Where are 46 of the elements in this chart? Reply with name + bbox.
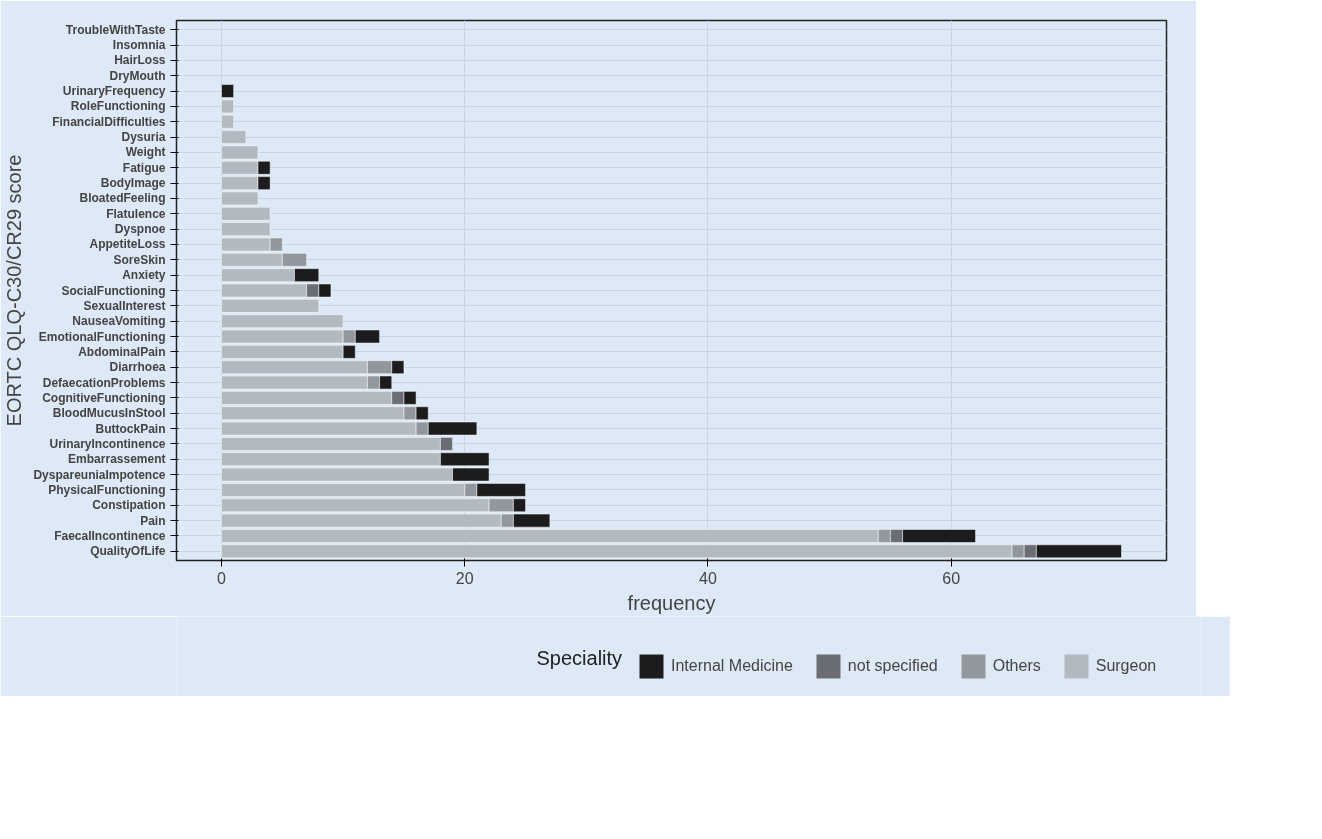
y-tick-label: BloodMucusInStool <box>52 406 166 421</box>
y-tick-label: DyspareuniaImpotence <box>33 467 166 482</box>
x-tick-label: 0 <box>217 569 227 587</box>
legend-label: Others <box>992 657 1041 675</box>
x-tick-label: 20 <box>455 569 474 587</box>
y-tick-label: Insomnia <box>112 38 166 53</box>
y-tick-label: AbdominalPain <box>78 344 166 359</box>
x-tick-label: 40 <box>699 569 717 587</box>
y-tick-label: TroubleWithTaste <box>65 22 166 37</box>
y-tick-label: Pain <box>140 513 166 528</box>
y-tick-label: HairLoss <box>114 53 166 68</box>
x-tick-label: 60 <box>942 569 961 587</box>
legend-title: Speciality <box>536 646 623 669</box>
y-tick-label: BodyImage <box>100 176 166 191</box>
y-tick-label: FinancialDifficulties <box>52 114 166 129</box>
y-tick-label: CognitiveFunctioning <box>42 390 166 405</box>
y-tick-label: Constipation <box>92 498 166 513</box>
y-tick-label: Diarrhoea <box>109 360 166 375</box>
x-axis-title: frequency <box>627 591 716 614</box>
y-tick-label: BloatedFeeling <box>79 191 166 206</box>
y-tick-label: SexualInterest <box>83 298 166 313</box>
y-tick-label: UrinaryFrequency <box>62 84 166 99</box>
y-tick-label: EmotionalFunctioning <box>38 329 166 344</box>
y-tick-label: NauseaVomiting <box>72 314 166 329</box>
y-tick-label: Weight <box>125 145 166 160</box>
y-tick-label: DryMouth <box>109 68 166 83</box>
y-tick-label: QualityOfLife <box>90 544 166 559</box>
y-tick-label: AppetiteLoss <box>89 237 166 252</box>
y-tick-label: Flatulence <box>106 206 166 221</box>
y-tick-label: Dysuria <box>121 130 166 145</box>
y-tick-label: DefaecationProblems <box>42 375 166 390</box>
y-tick-label: FaecalIncontinence <box>54 528 166 543</box>
y-tick-label: RoleFunctioning <box>70 99 166 114</box>
y-tick-label: SoreSkin <box>113 252 166 267</box>
y-tick-label: ButtockPain <box>95 421 166 436</box>
y-tick-label: Anxiety <box>122 268 166 283</box>
y-tick-label: UrinaryIncontinence <box>49 436 166 451</box>
y-tick-label: PhysicalFunctioning <box>48 482 166 497</box>
legend-label: Internal Medicine <box>671 657 793 675</box>
y-tick-label: Embarrassement <box>68 452 166 467</box>
y-tick-label: SocialFunctioning <box>61 283 166 298</box>
y-tick-label: Dyspnoe <box>114 222 166 237</box>
y-tick-label: Fatigue <box>122 160 166 175</box>
legend-label: not specified <box>847 657 938 675</box>
y-axis-title: EORTC QLQ-C30/CR29 score <box>3 154 26 427</box>
legend-label: Surgeon <box>1095 657 1157 675</box>
